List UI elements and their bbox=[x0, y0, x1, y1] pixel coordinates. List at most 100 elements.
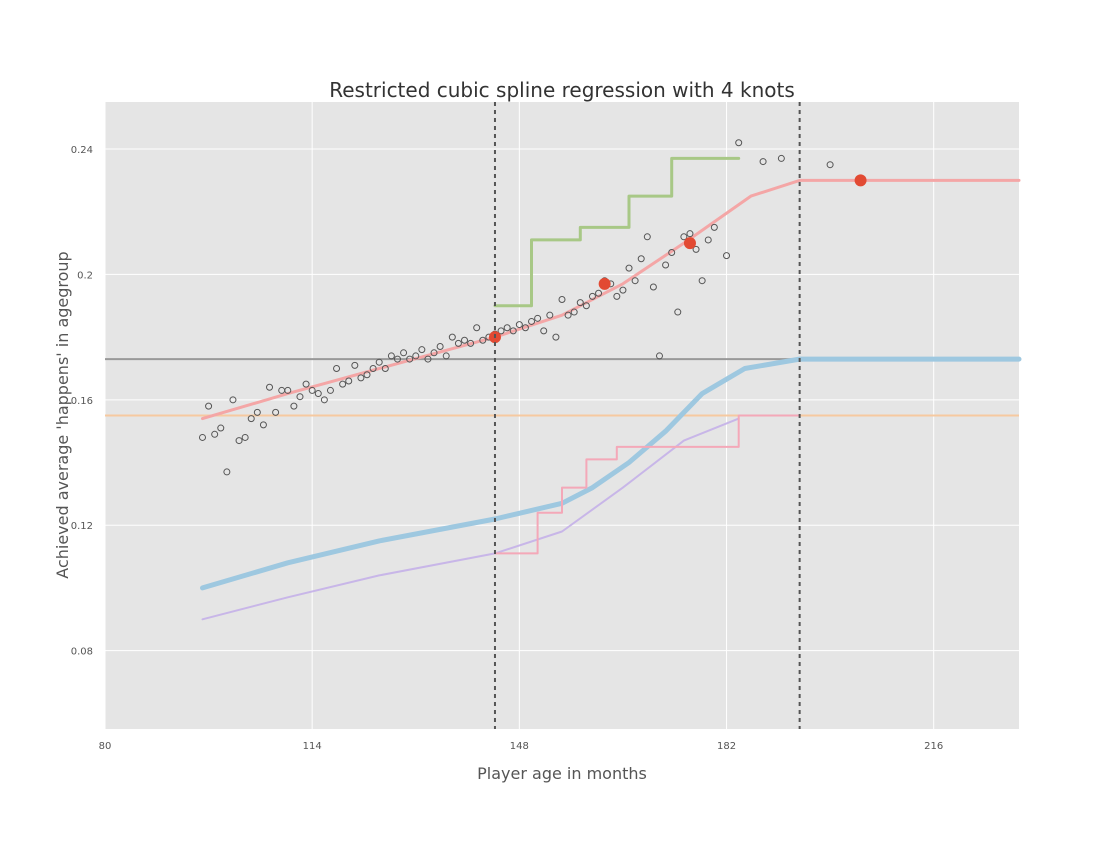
data-point bbox=[826, 161, 834, 169]
x-tick-label: 216 bbox=[924, 741, 943, 752]
x-tick-label: 114 bbox=[303, 741, 322, 752]
data-point bbox=[759, 158, 767, 166]
x-tick-label: 80 bbox=[99, 741, 112, 752]
data-point bbox=[253, 408, 261, 416]
data-point bbox=[723, 252, 731, 260]
data-point bbox=[436, 343, 444, 351]
curve-series-line bbox=[201, 417, 740, 621]
data-point bbox=[247, 415, 255, 423]
knot-point bbox=[683, 237, 696, 250]
data-point bbox=[430, 349, 438, 357]
data-point bbox=[369, 364, 377, 372]
data-point bbox=[777, 154, 785, 162]
data-point bbox=[235, 437, 243, 445]
data-point bbox=[393, 355, 401, 363]
y-tick-label: 0.24 bbox=[71, 145, 93, 156]
data-point bbox=[576, 299, 584, 307]
data-point bbox=[333, 364, 341, 372]
data-point bbox=[479, 336, 487, 344]
data-point bbox=[564, 311, 572, 319]
data-point bbox=[588, 292, 596, 300]
x-tick-label: 148 bbox=[510, 741, 529, 752]
data-point bbox=[406, 355, 414, 363]
knot-point bbox=[598, 277, 611, 290]
data-point bbox=[284, 386, 292, 394]
data-point bbox=[619, 286, 627, 294]
data-point bbox=[552, 333, 560, 341]
data-point bbox=[400, 349, 408, 357]
data-point bbox=[375, 358, 383, 366]
data-point bbox=[314, 390, 322, 398]
data-point bbox=[662, 261, 670, 269]
data-point bbox=[735, 139, 743, 147]
data-point bbox=[326, 386, 334, 394]
data-point bbox=[631, 277, 639, 285]
data-point bbox=[643, 233, 651, 241]
data-point bbox=[649, 283, 657, 291]
data-point bbox=[241, 433, 249, 441]
data-point bbox=[637, 255, 645, 263]
data-point bbox=[467, 339, 475, 347]
data-point bbox=[290, 402, 298, 410]
step-series-line bbox=[494, 414, 801, 555]
data-point bbox=[272, 408, 280, 416]
data-point bbox=[454, 339, 462, 347]
data-point bbox=[217, 424, 225, 432]
data-point bbox=[320, 396, 328, 404]
data-point bbox=[387, 352, 395, 360]
data-point bbox=[259, 421, 267, 429]
data-point bbox=[266, 383, 274, 391]
data-point bbox=[698, 277, 706, 285]
data-point bbox=[515, 321, 523, 329]
data-point bbox=[412, 352, 420, 360]
data-point bbox=[503, 324, 511, 332]
step-series-line bbox=[493, 156, 741, 308]
data-point bbox=[521, 324, 529, 332]
data-point bbox=[229, 396, 237, 404]
y-tick-label: 0.08 bbox=[71, 647, 93, 658]
y-axis-label: Achieved average 'happens' in agegroup bbox=[53, 251, 72, 578]
data-point bbox=[302, 380, 310, 388]
data-point bbox=[442, 352, 450, 360]
chart-title: Restricted cubic spline regression with … bbox=[329, 78, 795, 102]
data-point bbox=[418, 346, 426, 354]
data-point bbox=[570, 308, 578, 316]
data-point bbox=[686, 230, 694, 238]
x-tick-label: 182 bbox=[717, 741, 736, 752]
data-point bbox=[704, 236, 712, 244]
data-point bbox=[205, 402, 213, 410]
data-point bbox=[339, 380, 347, 388]
x-axis-label: Player age in months bbox=[477, 764, 647, 783]
curve-series-line bbox=[200, 356, 1022, 591]
y-tick-label: 0.16 bbox=[71, 396, 93, 407]
data-point bbox=[613, 292, 621, 300]
y-tick-label: 0.2 bbox=[77, 270, 93, 281]
knot-lines-layer bbox=[493, 102, 801, 729]
data-point bbox=[674, 308, 682, 316]
data-point bbox=[497, 327, 505, 335]
data-point bbox=[351, 361, 359, 369]
data-point bbox=[625, 264, 633, 272]
y-tick-label: 0.12 bbox=[71, 521, 93, 532]
data-point bbox=[534, 314, 542, 322]
data-points-layer bbox=[198, 139, 834, 476]
series-layer bbox=[200, 156, 1022, 621]
data-point bbox=[595, 289, 603, 297]
data-point bbox=[473, 324, 481, 332]
data-point bbox=[345, 377, 353, 385]
data-point bbox=[655, 352, 663, 360]
data-point bbox=[357, 374, 365, 382]
grid bbox=[104, 102, 1019, 729]
data-point bbox=[424, 355, 432, 363]
knot-point bbox=[854, 174, 867, 187]
data-point bbox=[461, 336, 469, 344]
data-point bbox=[558, 296, 566, 304]
data-point bbox=[509, 327, 517, 335]
data-point bbox=[223, 468, 231, 476]
data-point bbox=[363, 371, 371, 379]
tick-labels-layer: 80 114 148 182 216 0.08 0.12 0.16 0.2 0.24 bbox=[71, 145, 944, 752]
data-point bbox=[211, 430, 219, 438]
data-point bbox=[381, 364, 389, 372]
